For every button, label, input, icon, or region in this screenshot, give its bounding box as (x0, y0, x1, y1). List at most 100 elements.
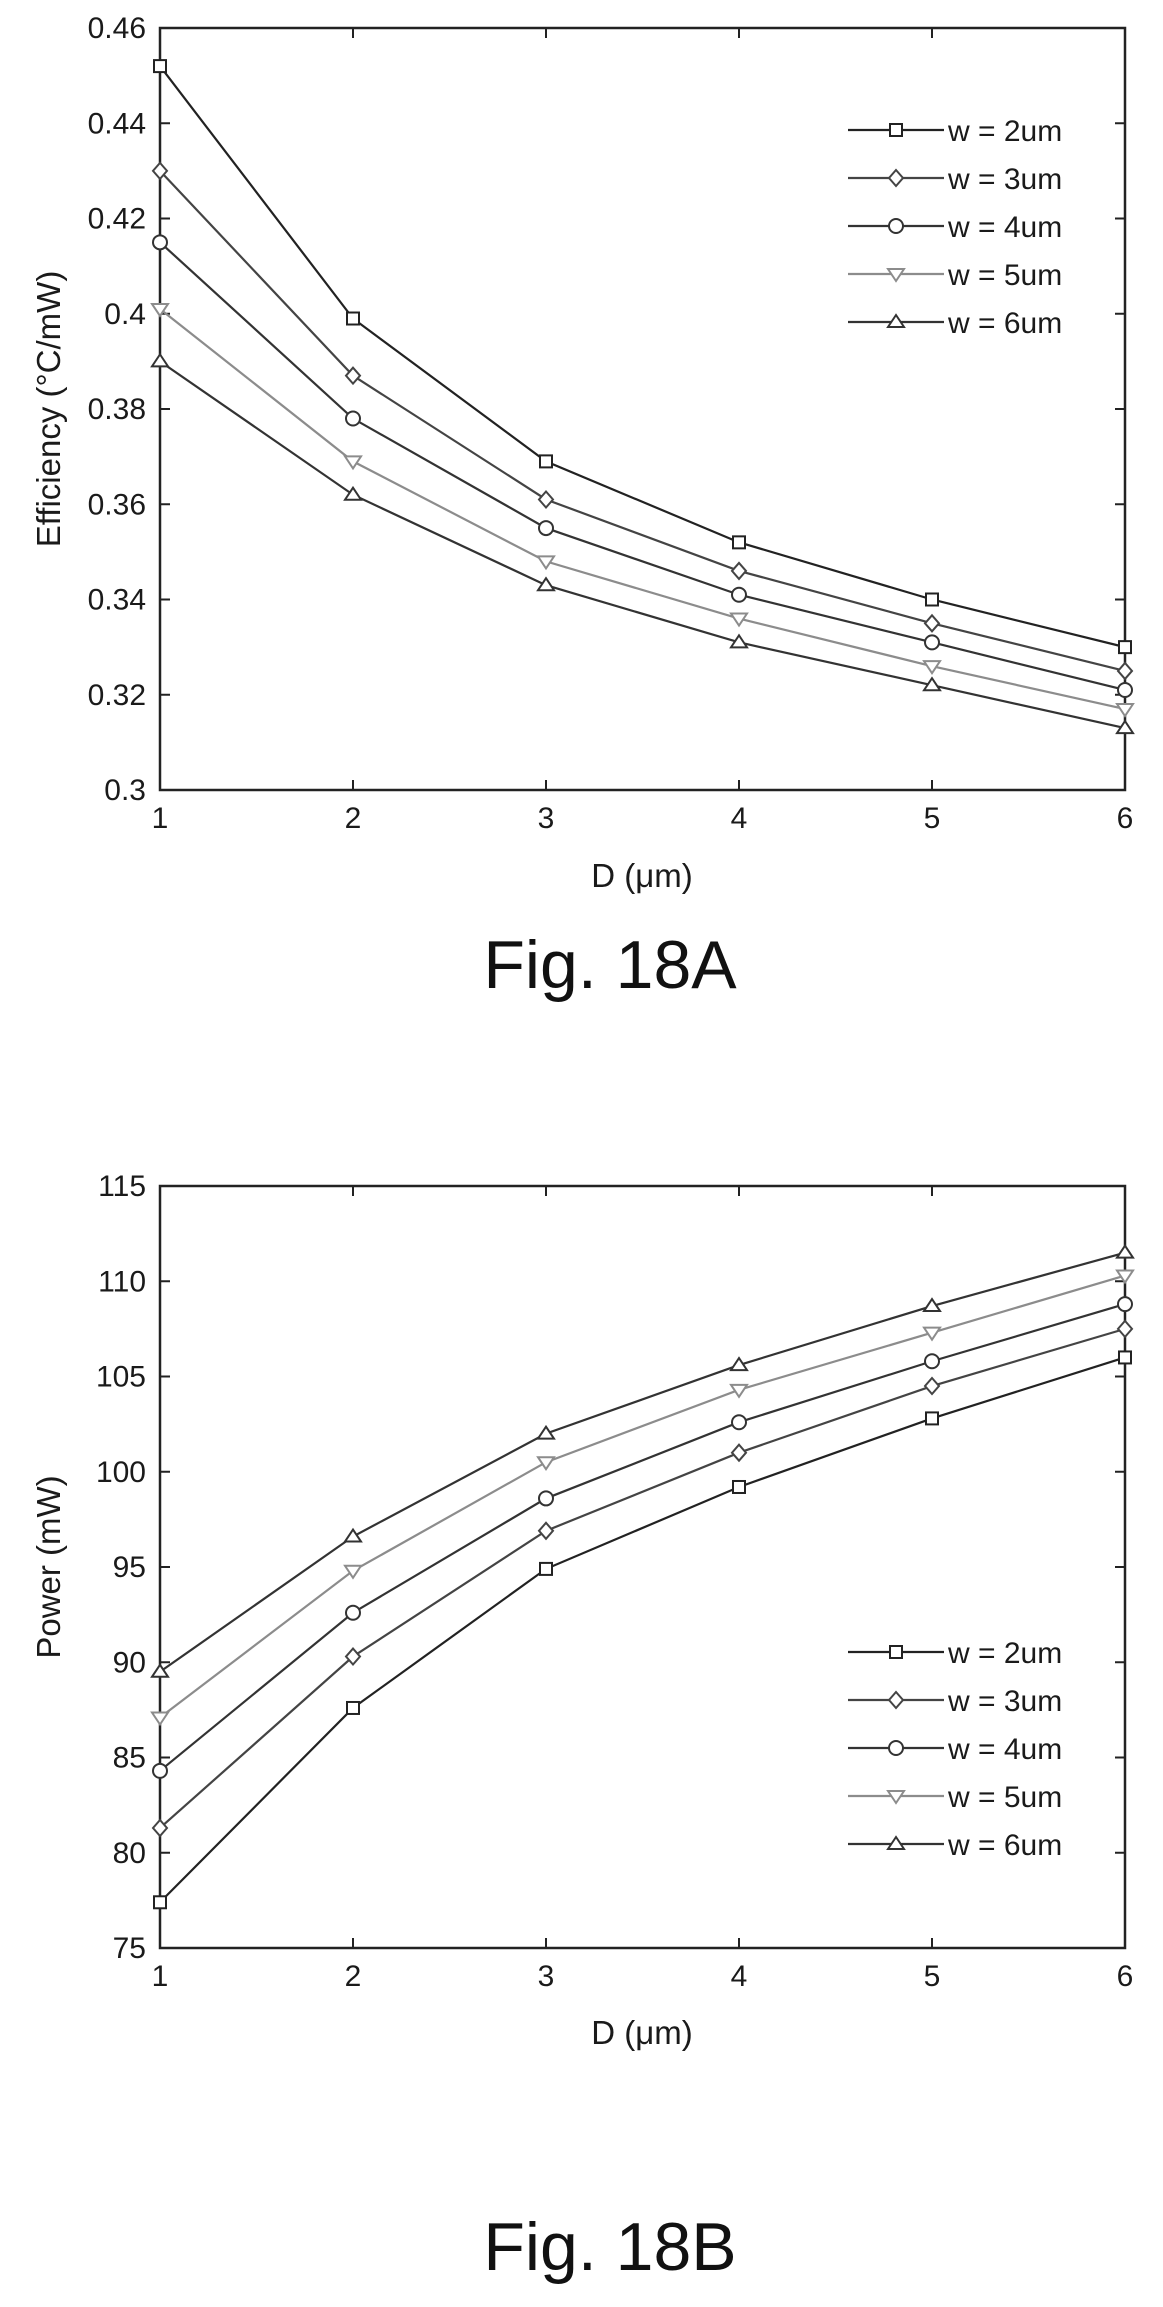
data-point (343, 1527, 363, 1543)
series-w-6um (150, 352, 1135, 735)
data-point (153, 59, 167, 74)
legend-item: w = 3um (848, 163, 1062, 196)
data-point (538, 1490, 554, 1507)
series-w-2um (153, 1350, 1132, 1910)
data-point (150, 352, 170, 368)
data-point (345, 1604, 361, 1621)
legend-label: w = 6um (947, 307, 1062, 340)
legend-label: w = 2um (947, 115, 1062, 148)
x-axis-ticks: 1 2 3 4 5 6 (152, 28, 1133, 835)
data-point (1117, 681, 1133, 698)
y-axis-ticks: 0.3 0.32 0.34 0.36 0.38 0.4 0.42 0.44 0.46 (88, 12, 1125, 807)
x-tick-label: 1 (152, 802, 169, 835)
y-tick-label: 95 (113, 1551, 146, 1584)
series-line (159, 1356, 1126, 1904)
data-point (1118, 640, 1132, 655)
y-tick-label: 0.38 (88, 393, 146, 426)
y-tick-label: 0.42 (88, 203, 146, 236)
x-tick-label: 3 (538, 802, 555, 835)
legend-item: w = 4um (848, 1733, 1062, 1766)
data-point (536, 1456, 556, 1472)
data-point (1115, 703, 1135, 718)
data-point (922, 660, 942, 675)
series-w-5um (150, 302, 1135, 718)
x-tick-label: 3 (538, 1960, 555, 1993)
data-point (152, 1762, 168, 1779)
data-point (151, 161, 169, 181)
x-tick-label: 2 (345, 802, 362, 835)
legend: w = 2um w = 3um w = 4um w = 5um w = 6um (848, 115, 1062, 340)
data-point (730, 1443, 748, 1463)
series-w-3um (151, 161, 1134, 681)
legend-marker (888, 218, 904, 234)
data-point (729, 612, 749, 628)
data-point (922, 1326, 942, 1342)
legend-item: w = 4um (848, 211, 1062, 244)
x-tick-label: 6 (1117, 1960, 1134, 1993)
x-tick-label: 4 (731, 802, 748, 835)
legend-label: w = 3um (947, 1685, 1062, 1718)
x-tick-label: 2 (345, 1960, 362, 1993)
data-point (343, 455, 363, 471)
data-point (537, 1521, 555, 1541)
series-line (159, 170, 1126, 673)
data-point (536, 1424, 556, 1440)
data-point (732, 1479, 746, 1494)
data-point (923, 1376, 941, 1396)
series-w-4um (152, 234, 1133, 698)
y-axis-ticks: 75 80 85 90 95 100 105 110 115 (96, 1170, 1125, 1965)
x-axis-label: D (μm) (591, 2014, 692, 2051)
data-point (1115, 719, 1135, 735)
y-tick-label: 0.46 (88, 12, 146, 45)
data-point (925, 592, 939, 607)
data-point (536, 555, 556, 571)
legend-item: w = 6um (848, 1829, 1062, 1862)
data-point (1115, 1269, 1135, 1285)
y-tick-label: 0.34 (88, 584, 146, 617)
y-tick-label: 100 (96, 1456, 146, 1489)
y-tick-label: 0.44 (88, 107, 146, 140)
y-tick-label: 105 (96, 1361, 146, 1394)
legend-marker (886, 1790, 906, 1805)
x-axis-label: D (μm) (591, 857, 692, 894)
x-tick-label: 4 (731, 1960, 748, 1993)
y-tick-label: 115 (98, 1170, 146, 1203)
data-point (539, 1561, 553, 1576)
data-point (150, 302, 170, 318)
series-line (159, 1303, 1126, 1772)
data-point (344, 366, 362, 386)
figure-caption: Fig. 18A (483, 927, 737, 1003)
data-point (1116, 1319, 1134, 1339)
chart-efficiency: 1 2 3 4 5 6 0.3 0.32 0.34 0.36 0.38 0.4 0.42 0.44 0.4… (30, 12, 1135, 1003)
data-point (153, 1895, 167, 1910)
y-tick-label: 75 (113, 1932, 146, 1965)
series-line (159, 1274, 1126, 1719)
y-axis-label: Power (mW) (30, 1475, 67, 1658)
data-point (346, 311, 360, 326)
data-point (925, 1411, 939, 1426)
y-axis-label: Efficiency (°C/mW) (30, 271, 67, 548)
y-tick-label: 0.4 (104, 298, 146, 331)
data-point (729, 1383, 749, 1399)
data-point (922, 1297, 942, 1313)
legend: w = 2um w = 3um w = 4um w = 5um w = 6um (848, 1637, 1062, 1862)
series-line (159, 308, 1126, 711)
y-tick-label: 110 (98, 1265, 146, 1298)
data-point (150, 1662, 170, 1678)
x-tick-label: 1 (152, 1960, 169, 1993)
data-point (731, 1414, 747, 1431)
series-w-3um (151, 1319, 1134, 1838)
data-point (730, 561, 748, 581)
series-layer (150, 1243, 1135, 1910)
legend-marker (886, 313, 906, 328)
data-point (536, 576, 556, 592)
data-point (343, 485, 363, 501)
legend-label: w = 5um (947, 1781, 1062, 1814)
x-axis-ticks: 1 2 3 4 5 6 (152, 1186, 1134, 1993)
data-point (151, 1818, 169, 1838)
series-w-2um (153, 59, 1132, 655)
x-tick-label: 5 (924, 802, 941, 835)
legend-marker (887, 168, 905, 188)
x-tick-label: 5 (924, 1960, 941, 1993)
